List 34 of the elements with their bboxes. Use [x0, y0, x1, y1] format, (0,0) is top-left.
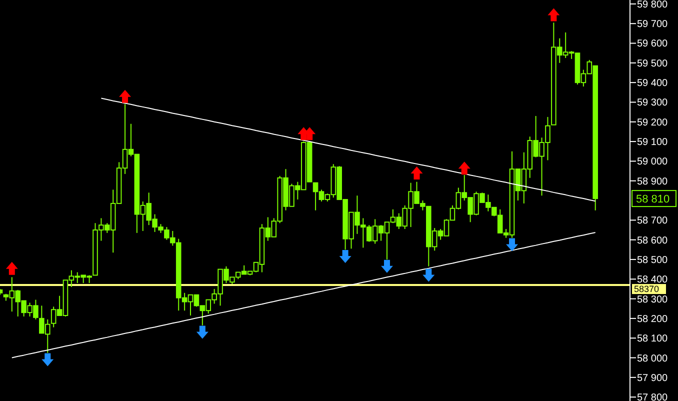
- text: 58 810: [636, 193, 670, 206]
- point: [548, 8, 560, 22]
- point: [422, 268, 435, 282]
- y-tick-label: 59 300: [637, 98, 668, 109]
- point: [119, 90, 132, 103]
- y-tick-label: 59 400: [637, 78, 668, 90]
- y-tick-label: 57 900: [637, 372, 668, 384]
- point: [458, 162, 470, 175]
- point: [410, 166, 423, 180]
- y-tick-label: 59 500: [637, 58, 668, 70]
- point: [196, 326, 208, 339]
- y-tick-label: 58 700: [637, 216, 668, 227]
- y-tick-label: 58 100: [637, 334, 668, 345]
- ref-line-label: 58370: [634, 284, 660, 294]
- y-tick-label: 58 600: [637, 235, 668, 246]
- y-tick-label: 58 900: [637, 176, 668, 188]
- y-tick-label: 59 000: [637, 156, 668, 168]
- point: [380, 260, 393, 273]
- point: [6, 262, 18, 275]
- line-series: [11, 232, 596, 358]
- point: [506, 238, 518, 252]
- y-tick-label: 57 800: [637, 392, 668, 401]
- y-tick-label: 59 700: [637, 19, 668, 30]
- y-tick-label: 58 500: [637, 254, 668, 266]
- point: [42, 353, 54, 366]
- point: [339, 250, 352, 264]
- y-tick-label: 59 600: [637, 38, 668, 50]
- y-tick-label: 59 200: [637, 117, 668, 128]
- y-tick-label: 59 800: [637, 0, 668, 10]
- y-tick-label: 58 300: [637, 294, 668, 306]
- y-tick-label: 58 400: [637, 274, 668, 286]
- y-tick-label: 59 100: [637, 137, 668, 148]
- y-tick-label: 58 000: [637, 353, 668, 364]
- y-tick-label: 58 200: [637, 314, 668, 325]
